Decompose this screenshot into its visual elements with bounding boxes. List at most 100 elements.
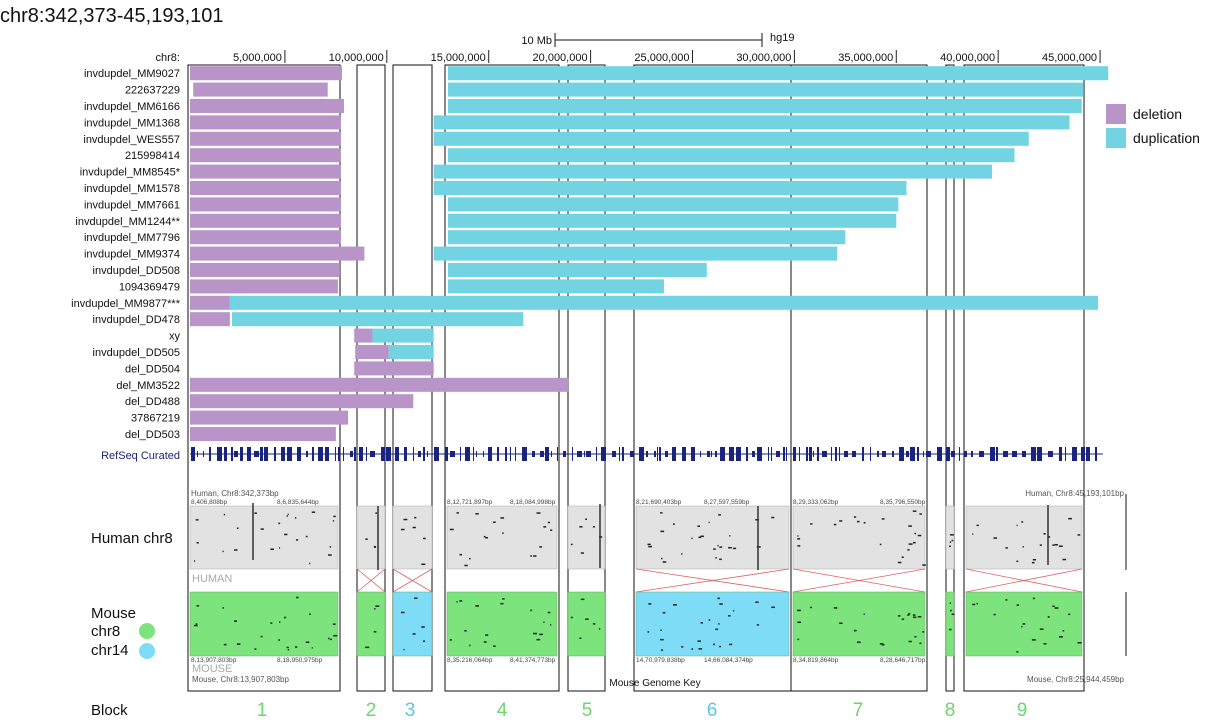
mouse-feature [287, 649, 290, 651]
refseq-gene [923, 451, 924, 457]
refseq-gene [906, 451, 909, 457]
refseq-gene [783, 447, 785, 461]
human-feature [412, 526, 416, 529]
refseq-track: RefSeq Curated [101, 447, 1103, 462]
human-feature [469, 557, 471, 560]
mouse-feature [672, 604, 677, 606]
chrom-axis-label: chr8: [156, 52, 180, 64]
refseq-gene [473, 447, 474, 461]
refseq-gene [318, 447, 323, 461]
refseq-gene [505, 447, 507, 461]
mouse-feature [1062, 630, 1065, 632]
human-feature [797, 538, 801, 540]
human-block-4 [446, 505, 558, 570]
refseq-gene [234, 451, 238, 457]
human-left-coord: Human, Chr8:342,373bp [191, 489, 279, 498]
human-feature [907, 549, 910, 551]
duplication-segment [447, 279, 664, 294]
mouse-feature [949, 609, 952, 612]
refseq-gene [1037, 447, 1042, 461]
mouse-feature [719, 603, 723, 605]
refseq-gene [672, 447, 676, 461]
human-feature [908, 543, 913, 545]
human-feature [718, 514, 721, 516]
mouse-feature [1016, 651, 1019, 653]
refseq-gene [596, 447, 597, 461]
refseq-gene [434, 447, 439, 461]
human-feature [949, 541, 952, 543]
refseq-gene [281, 447, 285, 461]
refseq-gene [423, 447, 425, 461]
mouse-feature [459, 600, 463, 602]
refseq-gene [1012, 451, 1017, 457]
block-frame [945, 64, 955, 692]
mouse-feature [599, 628, 601, 630]
refseq-gene [926, 451, 931, 457]
human-feature [853, 516, 857, 518]
refseq-gene [197, 451, 198, 457]
human-feature [328, 554, 332, 556]
mouse-feature [908, 612, 911, 615]
mouse-feature [660, 629, 662, 631]
mouse-feature [1054, 607, 1059, 609]
refseq-gene [287, 447, 292, 461]
block-number: 2 [366, 700, 377, 721]
track-label: 222637229 [125, 85, 180, 97]
refseq-gene [835, 447, 837, 461]
duplication-segment [372, 328, 434, 343]
human-feature [833, 523, 837, 526]
legend-label-deletion: deletion [1133, 106, 1182, 122]
refseq-gene [483, 451, 484, 457]
human-feature [286, 515, 288, 517]
human-feature [713, 548, 716, 550]
human-feature [922, 564, 926, 566]
refseq-gene [545, 447, 549, 461]
human-feature [912, 541, 916, 544]
refseq-gene [1095, 447, 1097, 461]
human-feature [715, 557, 717, 559]
refseq-gene [325, 447, 329, 461]
mouse-feature [698, 648, 703, 650]
mouse-feature [681, 646, 684, 648]
mouse-feature [305, 641, 310, 643]
legend: deletion duplication [1106, 104, 1200, 148]
mouse-feature [295, 596, 299, 599]
mouse-feature [881, 643, 885, 646]
mouse-feature [1077, 642, 1082, 644]
human-feature [570, 543, 573, 546]
mouse-feature [1005, 599, 1008, 601]
refseq-gene [413, 447, 414, 461]
mouse-feature [1039, 628, 1044, 630]
mouse-feature [223, 643, 227, 646]
duplication-segment [447, 66, 1109, 81]
mouse-feature [833, 607, 838, 609]
refseq-gene [862, 447, 864, 461]
human-feature [539, 546, 543, 548]
mouse-feature [456, 601, 458, 603]
human-feature [374, 546, 377, 548]
refseq-gene [260, 447, 263, 461]
deletion-segment [190, 427, 336, 441]
mouse-feature [483, 641, 487, 643]
human-feature [536, 512, 541, 514]
refseq-gene [665, 451, 668, 457]
refseq-gene [240, 447, 243, 461]
human-feature [414, 516, 417, 519]
human-feature [648, 545, 653, 548]
human-feature [647, 543, 651, 546]
human-feature [295, 539, 299, 541]
human-feature [732, 547, 737, 550]
mouse-feature [719, 645, 722, 648]
mouse-feature [853, 629, 857, 632]
axis-tick-label: 5,000,000 [233, 52, 282, 64]
refseq-gene [964, 451, 967, 457]
refseq-gene [427, 451, 428, 457]
mouse-feature [193, 624, 198, 627]
human-feature [1016, 524, 1018, 527]
mouse-feature [475, 605, 479, 607]
refseq-gene [870, 447, 871, 461]
mouse-feature [236, 643, 241, 645]
refseq-gene [488, 447, 492, 461]
refseq-gene [746, 447, 748, 461]
block-frame [790, 64, 928, 692]
